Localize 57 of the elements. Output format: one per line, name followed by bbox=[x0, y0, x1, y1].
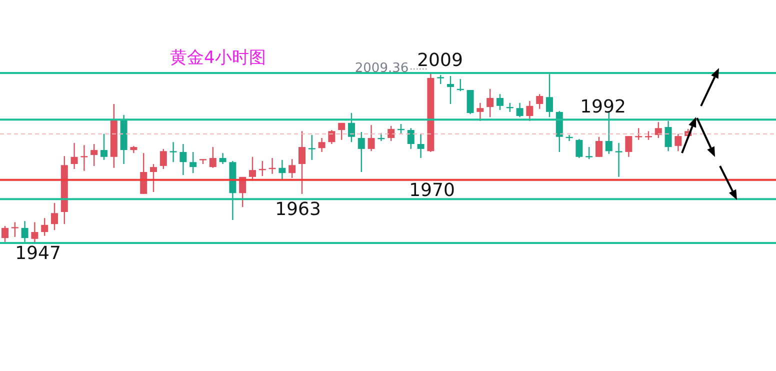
candlestick bbox=[664, 120, 672, 152]
candlestick bbox=[298, 130, 306, 195]
candlestick bbox=[338, 122, 346, 140]
candlestick bbox=[219, 152, 226, 165]
chart-title: 黄金4小时图 bbox=[170, 47, 266, 69]
candlestick bbox=[536, 94, 544, 110]
candlestick bbox=[248, 156, 256, 182]
candlestick bbox=[100, 133, 108, 161]
candlestick bbox=[595, 136, 602, 158]
candlestick bbox=[140, 152, 148, 195]
candlestick bbox=[526, 100, 534, 122]
candlestick bbox=[615, 142, 622, 178]
candlestick bbox=[308, 134, 316, 161]
candlestick bbox=[160, 148, 167, 170]
candlestick bbox=[278, 159, 286, 180]
candlestick bbox=[674, 133, 682, 152]
candlestick bbox=[586, 146, 593, 160]
candlestick bbox=[625, 135, 632, 158]
candlestick bbox=[417, 133, 424, 159]
candlestick bbox=[21, 220, 28, 243]
candlestick bbox=[41, 217, 48, 236]
candlestick bbox=[546, 73, 553, 118]
candlestick bbox=[358, 131, 365, 173]
candlestick bbox=[80, 144, 88, 172]
ref-line-label: 1992 bbox=[580, 96, 626, 118]
candlestick bbox=[209, 146, 216, 168]
candlestick bbox=[466, 89, 474, 115]
candlestick bbox=[170, 141, 177, 163]
candlestick bbox=[180, 143, 187, 176]
candlestick bbox=[446, 75, 454, 105]
candlestick bbox=[437, 74, 444, 85]
candlestick bbox=[90, 143, 98, 167]
candlestick bbox=[388, 125, 395, 142]
candlestick bbox=[635, 128, 642, 140]
candlestick bbox=[476, 102, 484, 122]
candlestick bbox=[496, 94, 504, 111]
candlestick bbox=[70, 142, 78, 170]
candlestick bbox=[1, 225, 8, 243]
candlestick bbox=[486, 88, 494, 118]
candlestick bbox=[50, 202, 58, 231]
candlestick bbox=[288, 158, 296, 179]
candlestick bbox=[318, 137, 326, 153]
candlestick bbox=[348, 112, 355, 143]
ref-line-label: 1970 bbox=[409, 180, 455, 201]
candlestick bbox=[368, 124, 375, 152]
candlestick bbox=[407, 128, 414, 150]
candlestick bbox=[576, 138, 583, 159]
ref-line-label: 2009 bbox=[417, 50, 463, 71]
candlestick bbox=[516, 102, 524, 118]
ref-line-label: 1947 bbox=[15, 243, 61, 264]
ref-line-label: 1963 bbox=[275, 199, 321, 220]
candlestick bbox=[31, 222, 38, 243]
candlestick bbox=[190, 151, 197, 174]
candlestick bbox=[150, 163, 157, 193]
candlestick bbox=[11, 222, 18, 238]
candlestick bbox=[328, 129, 336, 145]
candlestick bbox=[654, 121, 662, 139]
